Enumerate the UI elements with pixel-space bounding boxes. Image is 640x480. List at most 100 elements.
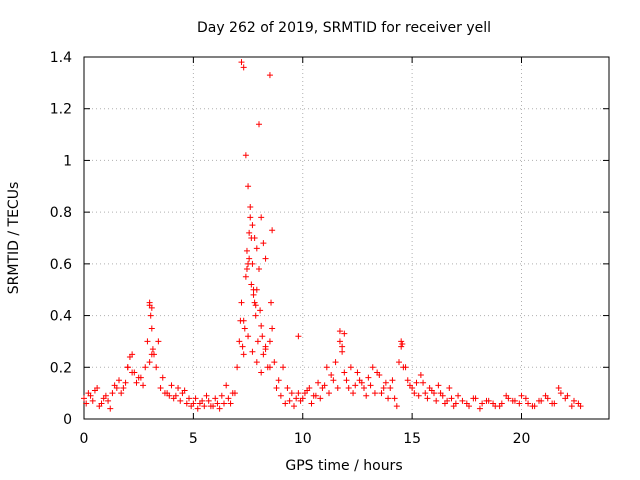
data-point [389,377,396,384]
data-point [157,384,164,391]
data-point [148,325,155,332]
data-point [113,384,120,391]
data-point [295,333,302,340]
data-point [437,390,444,397]
data-point [242,273,249,280]
data-point [350,390,357,397]
data-point [575,400,582,407]
data-point [245,183,252,190]
data-point [246,229,253,236]
data-point [168,382,175,389]
data-point [153,364,160,371]
data-point [396,359,402,366]
data-point [247,214,254,221]
data-point [378,390,385,397]
data-point [181,387,188,394]
data-point [247,203,254,210]
data-point [336,328,343,335]
data-point [347,364,354,371]
data-point [142,364,149,371]
data-point [393,403,400,410]
data-point [354,369,361,376]
data-point [269,227,276,234]
data-point [203,392,210,399]
data-point [433,397,440,404]
plot-border [83,56,610,420]
data-point [323,364,330,371]
data-point [413,379,420,386]
data-point [249,260,256,267]
data-point [238,59,245,66]
data-point [260,240,267,247]
data-point [83,400,90,407]
data-point [483,397,490,404]
data-point [345,384,352,391]
data-point [118,390,125,397]
data-point [549,400,556,407]
data-point [557,390,564,397]
data-point [256,121,262,128]
data-point [317,395,324,402]
data-point [201,403,208,410]
data-point [225,395,232,402]
data-point [334,384,341,391]
data-point [146,359,153,366]
data-point [288,390,295,397]
data-point [315,379,322,386]
data-point [269,325,276,332]
data-point [212,395,219,402]
data-point [240,351,247,358]
data-point [146,299,153,306]
data-point [450,403,457,410]
data-point [376,372,383,379]
data-point [299,395,306,402]
data-point [183,400,190,407]
data-point [164,390,171,397]
data-point [536,397,542,404]
data-point [256,266,262,273]
data-point [542,392,549,399]
data-point [172,392,179,399]
y-tick-label: 0.2 [50,360,72,376]
data-point [420,379,427,386]
data-point [120,384,127,391]
data-point [336,338,343,345]
data-point [254,338,261,345]
data-point [280,364,287,371]
data-point [385,395,392,402]
data-point [341,330,348,337]
data-point [490,400,497,407]
data-point [257,307,264,314]
data-point [369,364,376,371]
data-point [253,245,260,252]
data-point [251,299,258,306]
data-point [223,382,230,389]
data-point [382,379,389,386]
y-tick-label: 0.6 [50,257,72,273]
data-point [380,384,387,391]
data-point [253,286,260,293]
data-point [455,392,462,399]
data-point [361,384,367,391]
data-point [503,392,510,399]
data-point [122,379,129,386]
data-point [341,369,348,376]
data-point [109,390,116,397]
data-point [496,403,503,410]
data-point [238,299,245,306]
data-point [424,395,431,402]
data-point [199,397,206,404]
data-point [253,359,260,366]
x-tick-label: 10 [294,431,312,447]
data-point [252,312,259,319]
y-tick-label: 1.4 [50,50,72,66]
data-point [190,400,197,407]
data-point [304,387,311,394]
data-point [236,338,243,345]
data-point [268,299,275,306]
data-point [250,291,257,298]
data-point [435,382,442,389]
data-point [446,384,453,391]
data-point [116,377,122,384]
